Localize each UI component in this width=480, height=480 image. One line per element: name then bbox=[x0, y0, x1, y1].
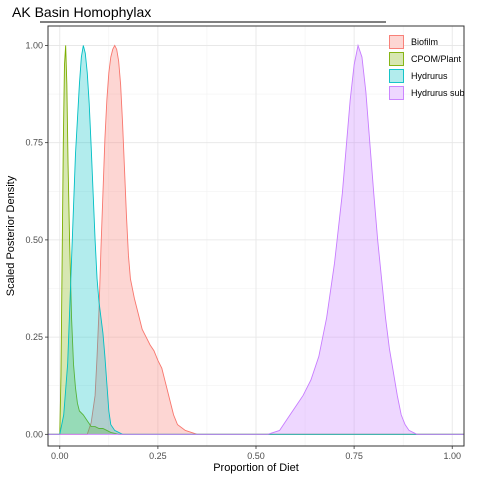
x-axis-title: Proportion of Diet bbox=[213, 462, 299, 474]
legend-key bbox=[389, 69, 404, 83]
legend-label: Hydrurus sub bbox=[411, 88, 465, 98]
legend-label: CPOM/Plant bbox=[411, 54, 462, 64]
y-tick-label: 0.25 bbox=[25, 332, 43, 342]
legend-key bbox=[389, 86, 404, 100]
y-tick-label: 1.00 bbox=[25, 40, 43, 50]
x-axis-ticks: 0.00 0.25 0.50 0.75 1.00 bbox=[51, 446, 461, 461]
legend-key-bg bbox=[389, 35, 404, 49]
chart-title: AK Basin Homophylax bbox=[12, 4, 151, 20]
y-tick-label: 0.00 bbox=[25, 429, 43, 439]
x-tick-label: 0.25 bbox=[149, 451, 167, 461]
legend-key bbox=[389, 35, 404, 49]
legend-key-bg bbox=[389, 86, 404, 100]
legend-key-bg bbox=[389, 52, 404, 66]
x-tick-label: 0.00 bbox=[51, 451, 69, 461]
x-tick-label: 0.50 bbox=[247, 451, 265, 461]
grid-lines bbox=[48, 26, 464, 446]
density-area-0 bbox=[47, 44, 465, 435]
density-area-2 bbox=[47, 45, 465, 435]
density-area-3 bbox=[47, 43, 465, 435]
density-area-1 bbox=[47, 45, 465, 435]
legend-key-bg bbox=[389, 69, 404, 83]
legend: Biofilm CPOM/Plant Hydrurus Hydrurus sub bbox=[389, 35, 465, 100]
y-tick-label: 0.75 bbox=[25, 138, 43, 148]
x-tick-label: 1.00 bbox=[443, 451, 461, 461]
legend-label: Hydrurus bbox=[411, 71, 448, 81]
legend-key bbox=[389, 52, 404, 66]
density-areas bbox=[47, 43, 465, 435]
y-tick-label: 0.50 bbox=[25, 235, 43, 245]
x-tick-label: 0.75 bbox=[345, 451, 363, 461]
y-axis-title: Scaled Posterior Density bbox=[5, 175, 17, 296]
legend-label: Biofilm bbox=[411, 37, 438, 47]
y-axis-ticks: 0.00 0.25 0.50 0.75 1.00 bbox=[25, 40, 48, 439]
